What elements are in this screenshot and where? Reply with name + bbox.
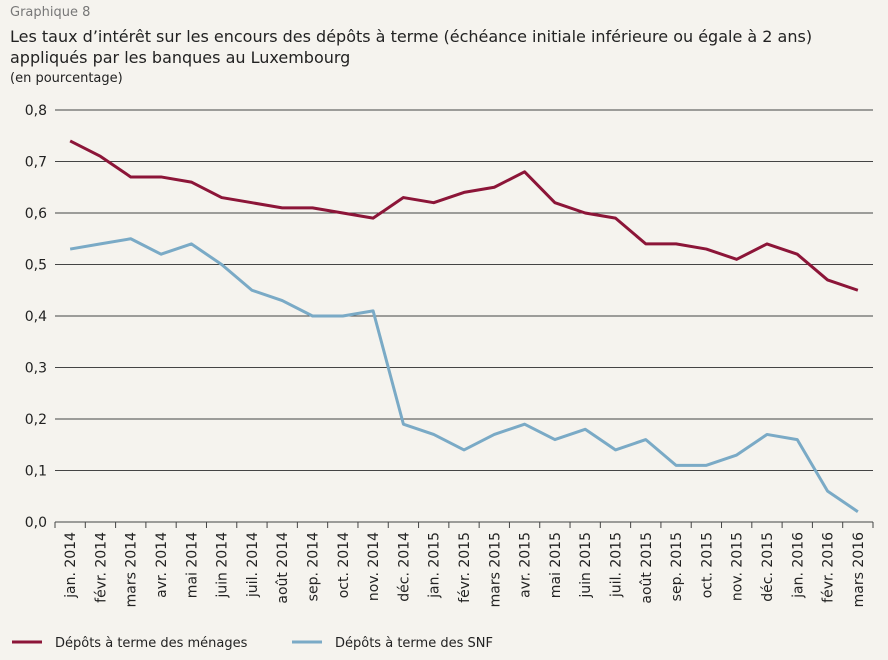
x-tick-label: jan. 2015 <box>427 532 443 599</box>
x-tick-label: juil. 2015 <box>608 532 624 598</box>
x-tick-label: juil. 2014 <box>245 532 261 598</box>
x-tick-label: août 2014 <box>275 532 291 604</box>
x-tick-label: jan. 2014 <box>63 532 79 599</box>
x-tick-label: déc. 2014 <box>396 532 412 602</box>
x-tick-label: févr. 2016 <box>821 532 837 603</box>
y-tick-label: 0,1 <box>25 464 47 480</box>
x-tick-label: oct. 2015 <box>699 532 715 598</box>
x-tick-label: sep. 2015 <box>669 532 685 601</box>
x-tick-label: jan. 2016 <box>790 532 806 599</box>
subtitle: (en pourcentage) <box>10 71 123 86</box>
title: appliqués par les banques au Luxembourg <box>10 48 350 67</box>
legend-label: Dépôts à terme des ménages <box>55 636 248 651</box>
series-line <box>69 139 859 292</box>
x-tick-label: mars 2015 <box>487 532 503 607</box>
x-tick-label: mars 2016 <box>851 532 867 607</box>
x-tick-label: févr. 2015 <box>457 532 473 603</box>
x-tick-label: août 2015 <box>639 532 655 604</box>
x-tick-label: mai 2015 <box>548 532 564 598</box>
legend-label: Dépôts à terme des SNF <box>335 636 493 651</box>
y-tick-label: 0,3 <box>25 361 47 377</box>
y-tick-label: 0,4 <box>25 309 47 325</box>
y-tick-label: 0,6 <box>25 206 47 222</box>
x-tick-label: févr. 2014 <box>93 532 109 603</box>
x-tick-label: mars 2014 <box>124 532 140 607</box>
x-tick-label: avr. 2015 <box>518 532 534 598</box>
x-tick-label: nov. 2015 <box>730 532 746 601</box>
y-tick-label: 0,2 <box>25 412 47 428</box>
series-line <box>69 237 859 513</box>
x-tick-label: déc. 2015 <box>760 532 776 602</box>
x-tick-label: avr. 2014 <box>154 532 170 598</box>
y-tick-label: 0,0 <box>25 515 47 531</box>
x-tick-label: nov. 2014 <box>366 532 382 601</box>
x-tick-label: mai 2014 <box>184 532 200 598</box>
x-tick-label: juin 2015 <box>578 532 594 599</box>
y-tick-label: 0,7 <box>25 155 47 171</box>
x-tick-label: sep. 2014 <box>306 532 322 601</box>
x-tick-label: oct. 2014 <box>336 532 352 598</box>
x-tick-label: juin 2014 <box>215 532 231 599</box>
title: Les taux d’intérêt sur les encours des d… <box>10 27 812 46</box>
supertitle: Graphique 8 <box>10 5 90 20</box>
y-tick-label: 0,5 <box>25 258 47 274</box>
y-tick-label: 0,8 <box>25 103 47 119</box>
